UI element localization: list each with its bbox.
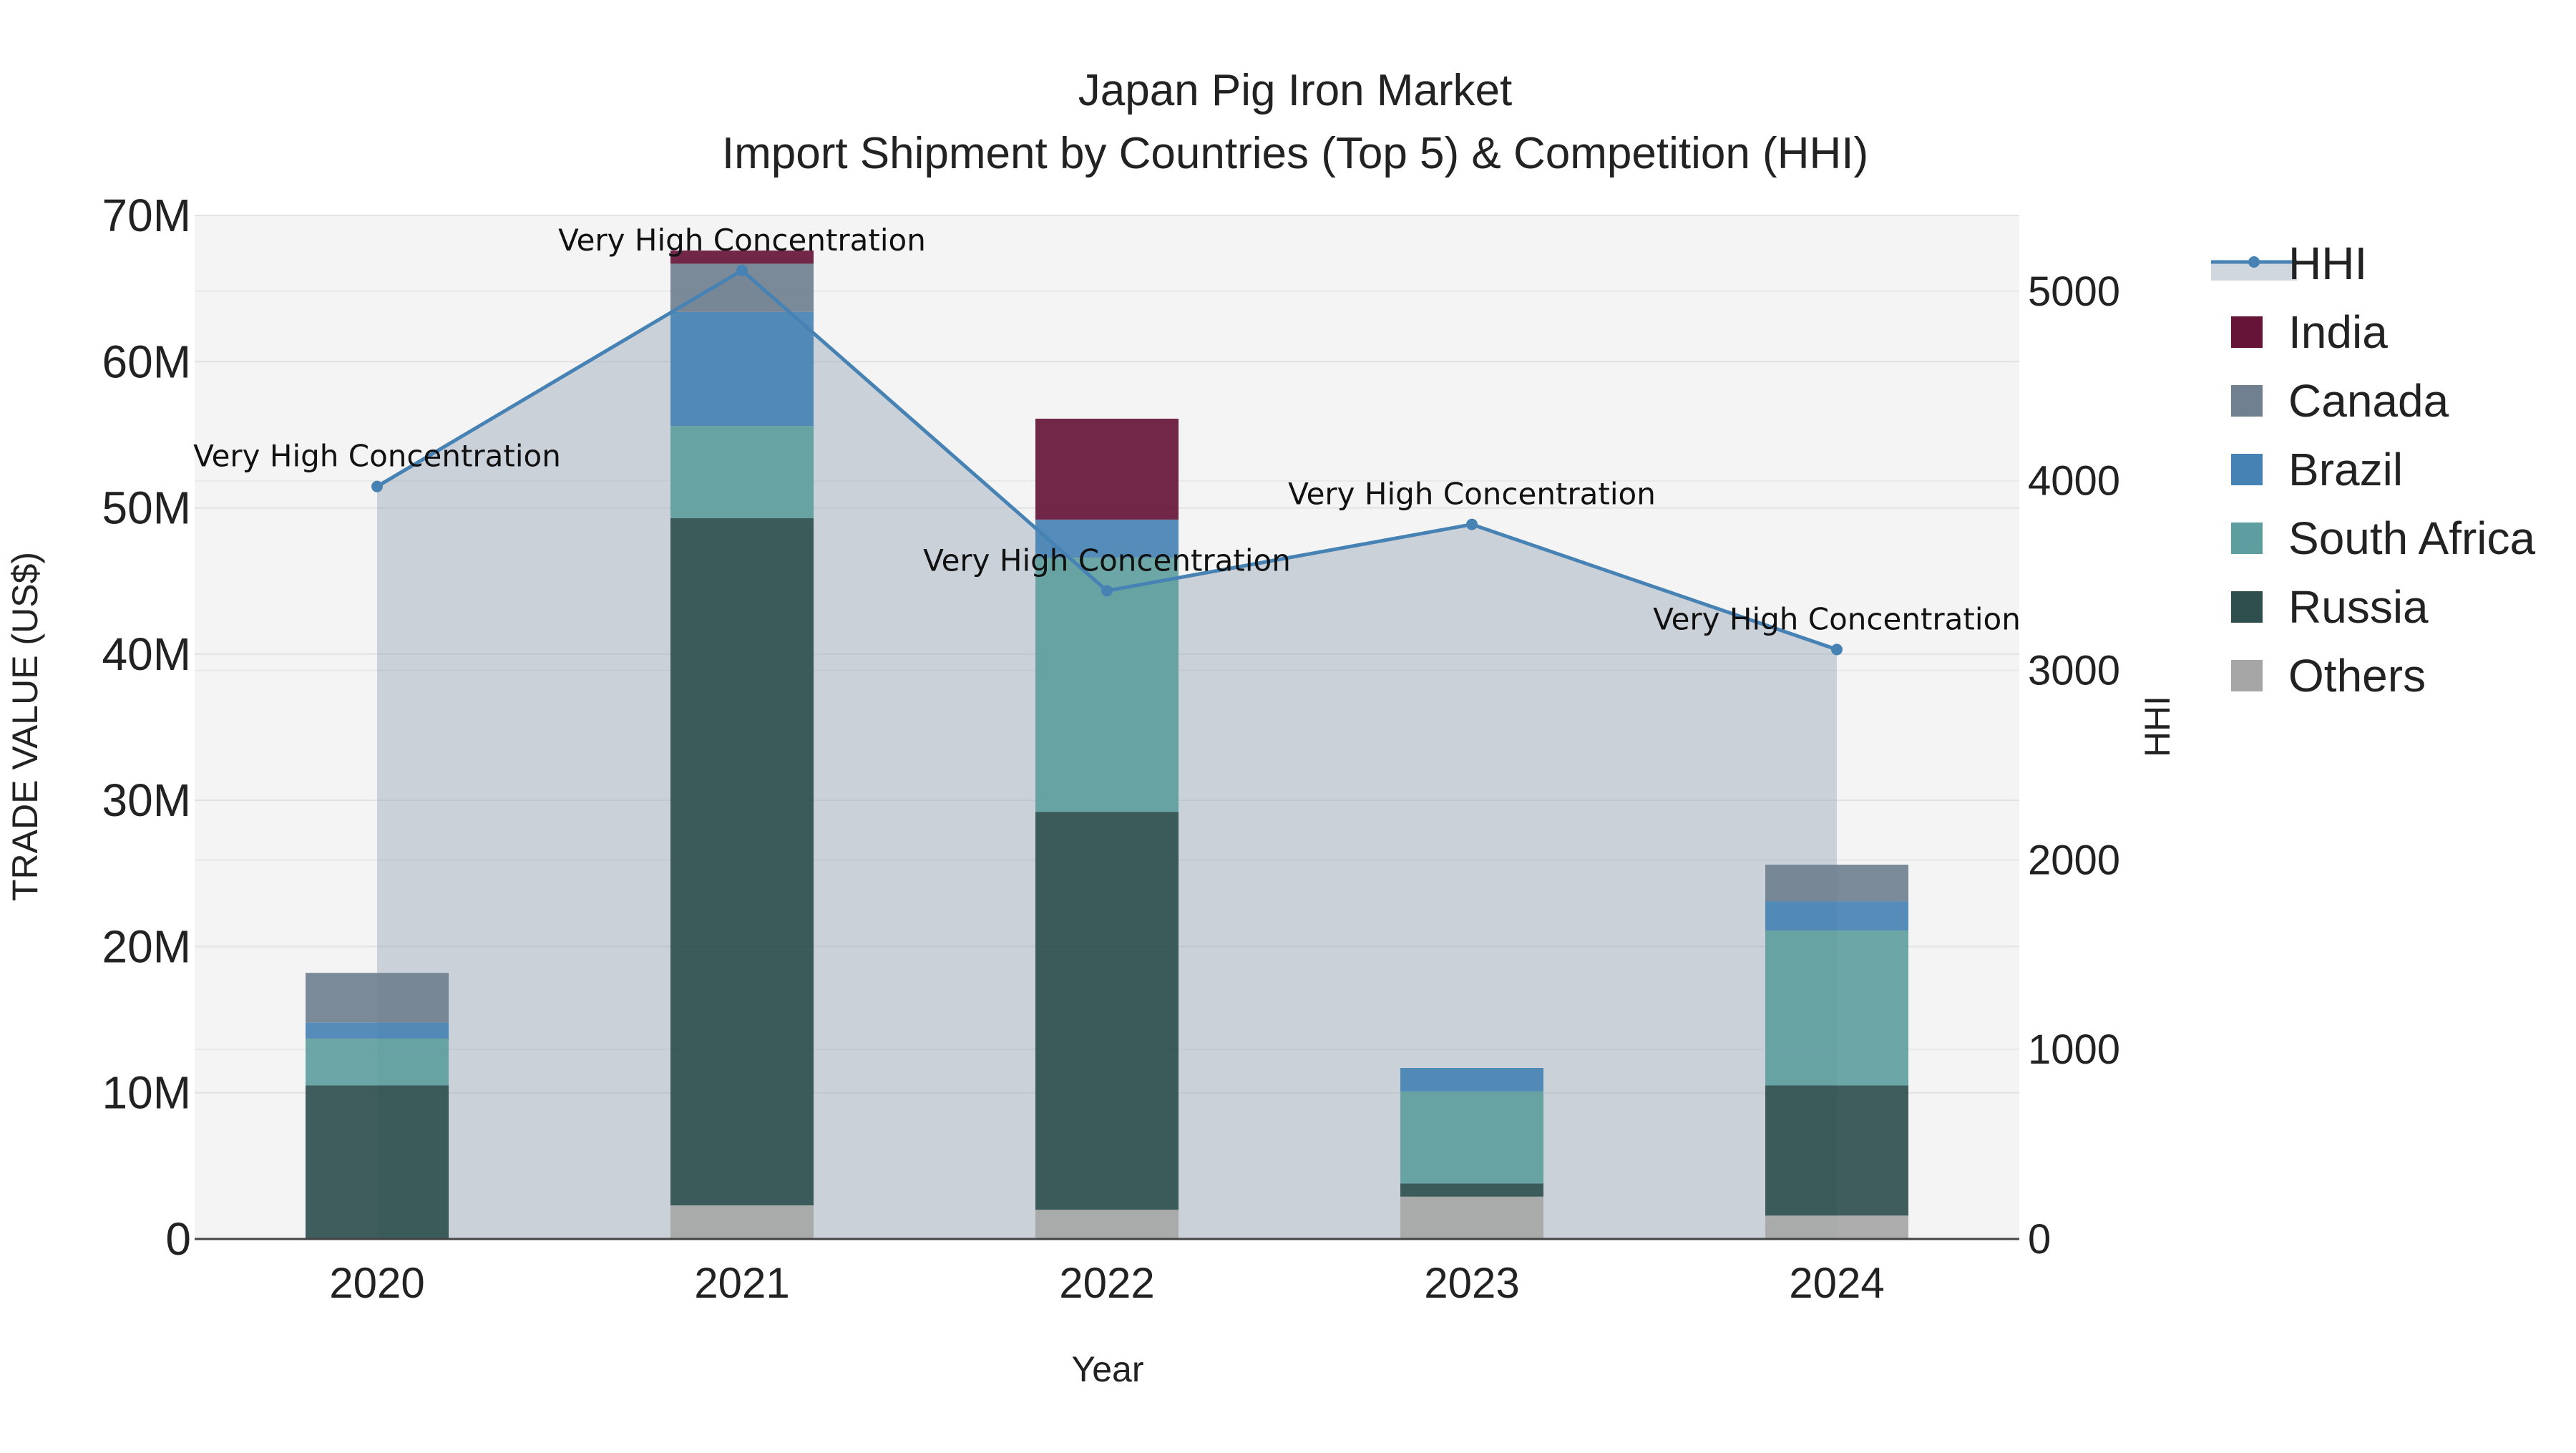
hhi-annotation-2022: Very High Concentration	[923, 543, 1291, 578]
bar-others-2024	[1765, 1215, 1908, 1239]
bar-brazil-2023	[1400, 1067, 1543, 1092]
y2-tick-label: 0	[2028, 1216, 2051, 1263]
bar-russia-2020	[306, 1085, 449, 1239]
bar-india-2021	[670, 251, 814, 264]
legend-label-others: Others	[2288, 650, 2426, 701]
legend-label-south-africa: South Africa	[2288, 512, 2536, 564]
y2-tick-label: 5000	[2028, 268, 2120, 315]
bar-south-africa-2021	[670, 426, 814, 518]
y-tick-label: 20M	[102, 920, 192, 972]
legend-swatch-russia	[2231, 591, 2263, 623]
y2-tick-label: 1000	[2028, 1026, 2120, 1073]
y2-tick-label: 4000	[2028, 458, 2120, 505]
y-tick-label: 10M	[102, 1067, 192, 1119]
hhi-point-2024	[1831, 643, 1843, 656]
y-axis-title: TRADE VALUE (US$)	[5, 552, 45, 901]
hhi-point-2022	[1101, 585, 1113, 597]
legend-swatch-south-africa	[2231, 523, 2263, 554]
bar-russia-2024	[1765, 1085, 1908, 1216]
bar-brazil-2021	[670, 311, 814, 427]
bar-canada-2020	[306, 973, 449, 1023]
legend-label-india: India	[2288, 306, 2388, 358]
bar-south-africa-2022	[1035, 558, 1179, 812]
y2-tick-label: 2000	[2028, 837, 2120, 883]
bar-russia-2023	[1400, 1183, 1543, 1197]
hhi-point-2021	[736, 264, 748, 276]
legend-swatch-india	[2231, 316, 2263, 348]
legend-swatch-canada	[2231, 385, 2263, 417]
x-tick-label: 2022	[1059, 1259, 1154, 1307]
hhi-annotation-2024: Very High Concentration	[1653, 601, 2021, 636]
bar-canada-2024	[1765, 865, 1908, 902]
legend-label-brazil: Brazil	[2288, 444, 2403, 495]
y-tick-label: 40M	[102, 628, 192, 680]
y2-tick-label: 3000	[2028, 648, 2120, 694]
legend-swatch-others	[2231, 660, 2263, 691]
chart-subtitle: Import Shipment by Countries (Top 5) & C…	[722, 129, 1868, 178]
legend-swatch-brazil	[2231, 454, 2263, 485]
bar-others-2021	[670, 1205, 814, 1239]
legend-label-canada: Canada	[2288, 375, 2449, 427]
annotation-layer: Very High Concentration Very High Concent…	[193, 223, 2021, 637]
bar-others-2023	[1400, 1196, 1543, 1239]
bar-russia-2022	[1035, 812, 1179, 1210]
y-tick-label: 70M	[102, 190, 192, 241]
y-tick-label: 60M	[102, 336, 192, 387]
hhi-annotation-2023: Very High Concentration	[1288, 477, 1656, 512]
hhi-line-layer	[371, 264, 1843, 656]
legend-label-hhi: HHI	[2288, 238, 2367, 289]
legend: HHI India Canada Brazil South Africa Russia Ot…	[2211, 238, 2536, 701]
bar-south-africa-2023	[1400, 1091, 1543, 1184]
legend-swatch-hhi-marker	[2248, 256, 2260, 268]
bar-brazil-2020	[306, 1022, 449, 1039]
bar-south-africa-2024	[1765, 930, 1908, 1086]
axis-layer: 0 10M 20M 30M 40M 50M 60M 70M 0 1000 2000 3000 4000 5…	[102, 190, 2121, 1307]
bar-others-2022	[1035, 1210, 1179, 1239]
hhi-point-2023	[1466, 518, 1478, 530]
bar-india-2022	[1035, 418, 1179, 520]
chart-title: Japan Pig Iron Market	[1078, 66, 1513, 115]
x-tick-label: 2023	[1424, 1259, 1519, 1307]
x-tick-label: 2021	[694, 1259, 789, 1307]
bar-russia-2021	[670, 517, 814, 1206]
x-tick-label: 2020	[329, 1259, 424, 1307]
bar-brazil-2024	[1765, 901, 1908, 930]
x-axis-title: Year	[1071, 1349, 1143, 1389]
y2-axis-title: HHI	[2137, 696, 2177, 757]
legend-label-russia: Russia	[2288, 581, 2429, 633]
hhi-annotation-2020: Very High Concentration	[193, 439, 561, 474]
y-tick-label: 50M	[102, 482, 192, 534]
bar-brazil-2022	[1035, 519, 1179, 558]
bar-layer	[306, 251, 1908, 1239]
y-tick-label: 30M	[102, 774, 192, 826]
bar-south-africa-2020	[306, 1039, 449, 1086]
x-tick-label: 2024	[1789, 1259, 1884, 1307]
y-tick-label: 0	[165, 1213, 191, 1265]
hhi-annotation-2021: Very High Concentration	[558, 223, 926, 258]
hhi-point-2020	[371, 480, 383, 492]
